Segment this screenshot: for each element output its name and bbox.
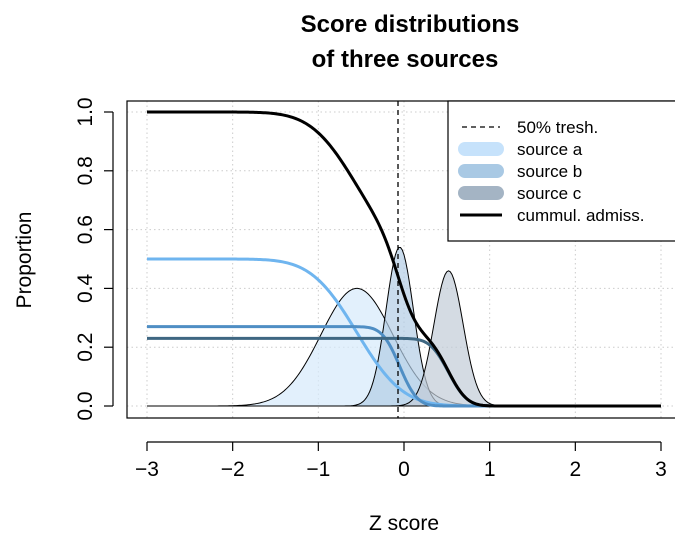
legend-label-0: 50% tresh. — [517, 118, 598, 137]
x-tick-label-5: 2 — [569, 458, 581, 481]
x-tick-label-4: 1 — [484, 458, 496, 481]
y-tick-label-3: 0.6 — [74, 215, 97, 244]
legend-label-2: source b — [517, 162, 582, 181]
x-tick-label-6: 3 — [655, 458, 667, 481]
y-tick-label-2: 0.4 — [74, 273, 97, 303]
cumulative-admission-line — [147, 110, 661, 408]
legend-label-1: source a — [517, 140, 583, 159]
x-tick-label-0: −3 — [135, 458, 159, 481]
plot-frame — [126, 100, 675, 419]
y-tick-label-4: 0.8 — [74, 156, 97, 185]
x-tick-label-2: −1 — [306, 458, 330, 481]
x-tick-label-3: 0 — [398, 458, 410, 481]
legend-label-3: source c — [517, 184, 582, 203]
chart-title-line-2: of three sources — [312, 46, 499, 73]
y-tick-label-5: 1.0 — [74, 97, 97, 126]
axes: −3 −2 −1 0 1 2 3 0.0 0.2 0.4 0.6 0.8 1.0 — [74, 97, 667, 481]
legend: 50% tresh. source a source b source c cummul… — [447, 100, 675, 242]
x-tick-label-1: −2 — [221, 458, 245, 481]
legend-label-4: cummul. admiss. — [517, 206, 645, 225]
y-axis-label: Proportion — [13, 212, 36, 309]
chart-title-line-1: Score distributions — [301, 11, 520, 38]
y-tick-label-1: 0.2 — [74, 333, 97, 362]
x-axis-label: Z score — [369, 512, 439, 535]
cumulative-lines — [147, 110, 661, 408]
y-tick-label-0: 0.0 — [74, 391, 97, 420]
